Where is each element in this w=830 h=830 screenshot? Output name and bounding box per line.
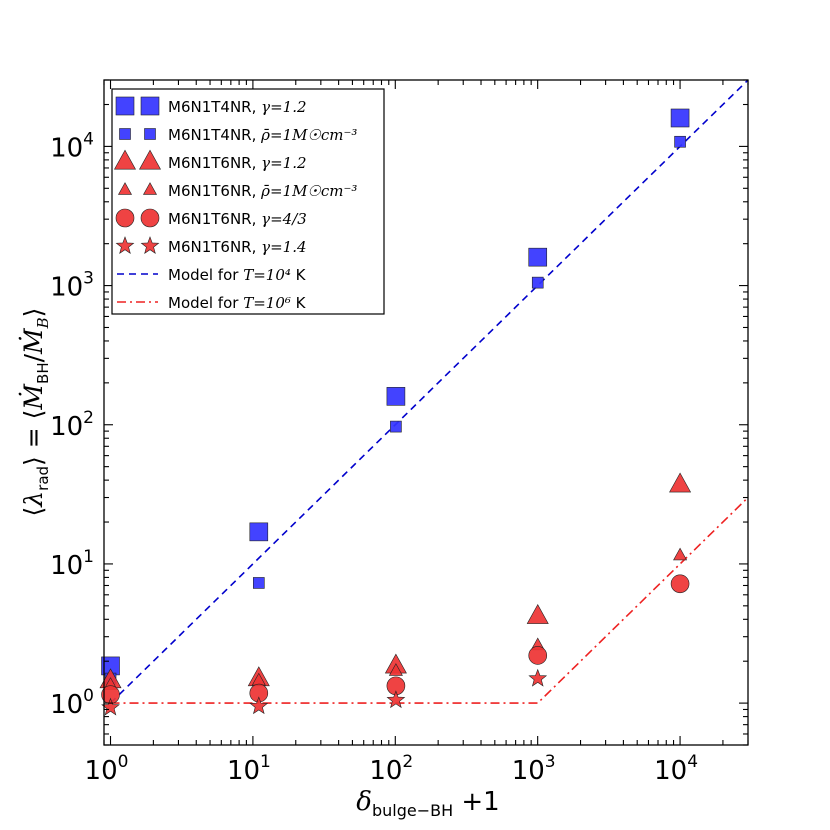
y-tick-label-exp: 0 (83, 686, 94, 706)
circle-point-4 (670, 574, 690, 594)
svg-text:δbulge−BH +1: δbulge−BH +1 (356, 787, 499, 820)
y-tick-label-base: 10 (50, 412, 83, 442)
x-axis-label: δbulge−BH +1 (356, 787, 499, 820)
legend-label-param: γ=4/3 (261, 210, 307, 228)
y-tick-label: 104 (50, 129, 94, 163)
sq-small-point-1 (252, 577, 265, 589)
x-tick-label: 102 (369, 752, 413, 786)
legend-tri-small-marker (142, 182, 158, 195)
legend-label-unit: K (291, 266, 307, 284)
x-tick-label-exp: 2 (402, 752, 413, 772)
legend-sq-small-marker (119, 128, 131, 140)
legend-tri-small-marker (117, 182, 133, 195)
x-tick-label-base: 10 (512, 756, 545, 786)
y-tick-label-exp: 3 (83, 269, 94, 289)
y-tick-label: 103 (50, 269, 94, 303)
legend-circle-marker (140, 208, 160, 228)
sq-small-point-2 (390, 420, 402, 433)
legend-label-param: γ=1.2 (261, 154, 306, 172)
legend-tri-small-label: M6N1T6NR, ρ̄=1M☉cm⁻³ (168, 182, 357, 200)
legend-tri-large-label: M6N1T6NR, γ=1.2 (168, 154, 307, 172)
legend-label-name: Model for (168, 266, 243, 284)
plot-frame (103, 79, 749, 746)
x-tick-label-base: 10 (654, 756, 687, 786)
model-t4-line (109, 80, 748, 704)
y-axis-label: ⟨λrad⟩ = ⟨ṀBH/ṀB⟩ (19, 308, 52, 517)
tri-large-point-3 (526, 604, 549, 624)
tri-large-point-4 (669, 472, 692, 493)
data-markers (99, 108, 692, 716)
star-point-3 (528, 668, 548, 687)
x-tick-label: 103 (512, 752, 556, 786)
legend-sq-large-marker (115, 96, 135, 116)
legend-label-param: T=10⁴ (243, 266, 291, 284)
legend-label-name: M6N1T6NR, (168, 210, 261, 228)
x-tick-label-base: 10 (369, 756, 402, 786)
legend-label-param: ρ̄=1M☉cm⁻³ (260, 182, 357, 200)
sq-large-point-4 (670, 108, 690, 128)
legend-label-name: Model for (168, 294, 243, 312)
y-tick-label: 102 (50, 408, 94, 442)
legend-tri-large-marker (138, 149, 162, 170)
legend-tri-large-marker (113, 149, 137, 170)
star-point-1 (249, 696, 269, 715)
model-lines (109, 80, 748, 704)
y-tick-label-exp: 4 (83, 129, 94, 149)
circle-point-3 (528, 646, 548, 665)
legend-label-name: M6N1T6NR, (168, 154, 261, 172)
x-tick-label: 100 (85, 752, 129, 786)
svg-text:⟨λrad⟩ = ⟨ṀBH/ṀB⟩: ⟨λrad⟩ = ⟨ṀBH/ṀB⟩ (19, 308, 52, 517)
legend-label-param: γ=1.2 (261, 98, 306, 116)
legend-label-param: γ=1.4 (261, 238, 306, 256)
legend-label-name: M6N1T6NR, (168, 182, 261, 200)
sq-large-point-1 (249, 522, 269, 542)
x-tick-label: 104 (654, 752, 698, 786)
legend-sq-large-marker (140, 96, 160, 116)
legend-label-param: ρ̄=1M☉cm⁻³ (260, 126, 357, 144)
y-tick-label: 101 (50, 547, 94, 581)
legend-sq-large-label: M6N1T4NR, γ=1.2 (168, 98, 307, 116)
legend-label-name: M6N1T4NR, (168, 98, 261, 116)
legend-star-marker (115, 236, 135, 254)
legend-circle-marker (115, 208, 135, 228)
legend-label-name: M6N1T6NR, (168, 238, 261, 256)
sq-small-point-4 (674, 135, 686, 148)
sq-large-point-2 (386, 387, 406, 406)
y-tick-label-base: 10 (50, 690, 83, 720)
legend-label-name: M6N1T4NR, (168, 126, 261, 144)
legend-box (111, 88, 385, 315)
y-tick-label-exp: 1 (83, 547, 94, 567)
x-tick-label-base: 10 (85, 756, 118, 786)
legend-sq-small-label: M6N1T4NR, ρ̄=1M☉cm⁻³ (168, 126, 357, 144)
legend-model-t4-label: Model for T=10⁴ K (168, 266, 307, 284)
y-tick-label: 100 (50, 686, 94, 720)
x-tick-label: 101 (227, 752, 271, 786)
x-tick-label-base: 10 (227, 756, 260, 786)
legend-star-label: M6N1T6NR, γ=1.4 (168, 238, 307, 256)
y-tick-label-exp: 2 (83, 408, 94, 428)
axis-ticks (103, 79, 749, 746)
sq-large-point-3 (528, 247, 548, 267)
legend-model-t6-label: Model for T=10⁶ K (168, 294, 307, 312)
star-point-2 (386, 690, 406, 709)
x-tick-label-exp: 0 (118, 752, 129, 772)
x-tick-label-exp: 1 (260, 752, 271, 772)
legend-label-param: T=10⁶ (243, 294, 291, 312)
legend-sq-small-marker (144, 128, 156, 140)
y-tick-label-base: 10 (50, 273, 83, 303)
tri-small-point-4 (673, 547, 688, 561)
y-tick-label-base: 10 (50, 133, 83, 163)
x-tick-label-exp: 4 (687, 752, 698, 772)
sq-small-point-3 (531, 276, 544, 289)
legend-label-unit: K (291, 294, 307, 312)
x-tick-label-exp: 3 (545, 752, 556, 772)
y-tick-label-base: 10 (50, 551, 83, 581)
tri-small-point-2 (388, 663, 403, 676)
legend-circle-label: M6N1T6NR, γ=4/3 (168, 210, 307, 228)
legend-star-marker (140, 236, 160, 254)
